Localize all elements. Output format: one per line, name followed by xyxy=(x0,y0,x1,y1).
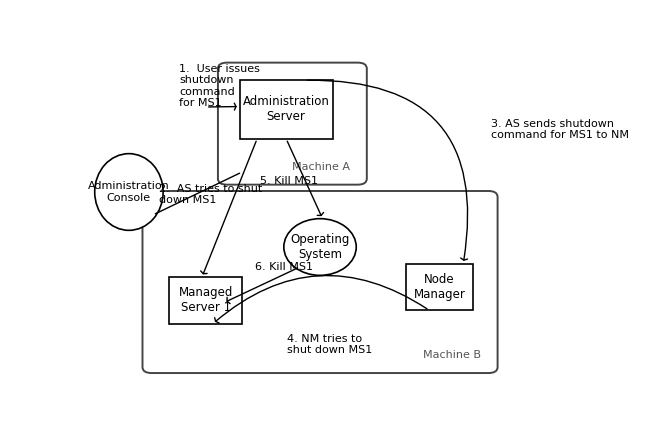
Text: Managed
Server 1: Managed Server 1 xyxy=(178,286,233,314)
Text: Machine B: Machine B xyxy=(423,350,481,360)
Text: Node
Manager: Node Manager xyxy=(413,273,465,301)
Text: 4. NM tries to
shut down MS1: 4. NM tries to shut down MS1 xyxy=(288,334,373,355)
FancyBboxPatch shape xyxy=(169,277,242,324)
Text: 5. Kill MS1: 5. Kill MS1 xyxy=(260,176,317,186)
Ellipse shape xyxy=(95,154,163,230)
FancyBboxPatch shape xyxy=(239,80,333,139)
Text: 1.  User issues
shutdown
command
for MS1: 1. User issues shutdown command for MS1 xyxy=(179,64,260,108)
FancyBboxPatch shape xyxy=(218,63,367,184)
Text: Machine A: Machine A xyxy=(292,162,350,172)
Text: Administration
Console: Administration Console xyxy=(88,181,170,203)
Text: 3. AS sends shutdown
command for MS1 to NM: 3. AS sends shutdown command for MS1 to … xyxy=(491,119,629,140)
Text: Administration
Server: Administration Server xyxy=(243,95,330,123)
Text: 6. Kill MS1: 6. Kill MS1 xyxy=(254,262,313,272)
FancyBboxPatch shape xyxy=(406,264,474,310)
FancyBboxPatch shape xyxy=(143,191,498,373)
Text: 2.  AS tries to shut
down MS1: 2. AS tries to shut down MS1 xyxy=(159,184,262,205)
Text: Operating
System: Operating System xyxy=(290,233,350,261)
Ellipse shape xyxy=(284,219,356,275)
